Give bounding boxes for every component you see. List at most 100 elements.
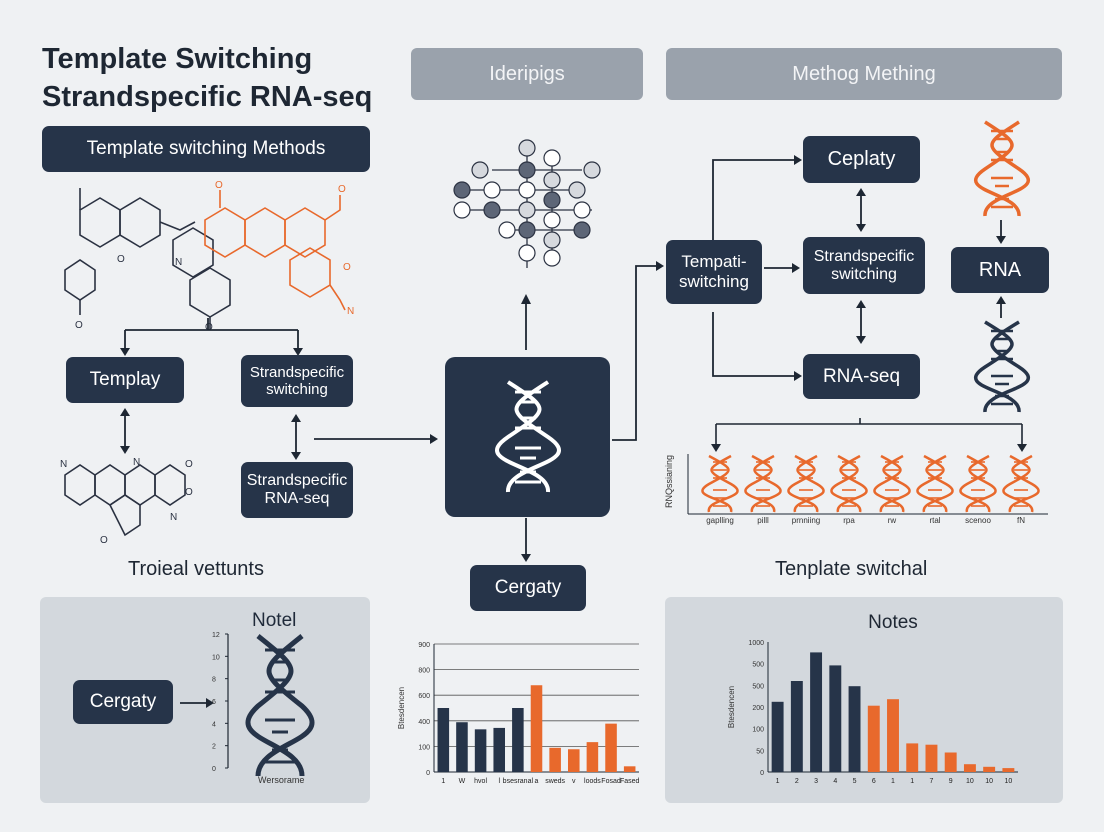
x-tick-label: a (535, 778, 539, 785)
svg-text:O: O (185, 487, 193, 498)
strip-helix (701, 454, 739, 513)
bar (1002, 768, 1015, 772)
molecule-node (471, 161, 489, 179)
svg-text:N: N (60, 459, 67, 470)
double-arrow-left-2 (291, 414, 301, 460)
x-tick-label: 4 (833, 778, 837, 785)
y-tick-label: 0 (426, 770, 430, 777)
y-tick-label: 500 (752, 683, 764, 690)
bar (963, 764, 976, 772)
bar (790, 681, 803, 772)
ceplaty-box[interactable]: Ceplaty (803, 136, 920, 183)
bar (586, 742, 599, 772)
right-caption: Tenplate switchal (775, 558, 928, 580)
axis-tick-label: 0 (212, 766, 216, 773)
y-tick-label: 1000 (748, 640, 764, 647)
templay-box[interactable]: Templay (66, 357, 184, 403)
svg-text:O: O (100, 535, 108, 546)
svg-text:O: O (75, 320, 83, 331)
bar (512, 708, 524, 772)
bar (567, 749, 580, 772)
left-caption: Troieal vettunts (128, 558, 264, 580)
strip-label: prnniing (791, 516, 821, 525)
helix-strip (687, 454, 1048, 515)
svg-text:O: O (185, 459, 193, 470)
y-axis-label: Btesdencen (397, 687, 406, 729)
bar (887, 699, 899, 772)
methods-label[interactable]: Template switching Methods (42, 126, 370, 172)
strip-helix (787, 454, 825, 513)
bar (623, 766, 636, 772)
strandspecific-switching-box-right[interactable]: Strandspecific switching (803, 237, 925, 294)
strip-helix (959, 454, 997, 513)
axis-tick-label: 6 (212, 699, 216, 706)
cergaty-box-center[interactable]: Cergaty (470, 565, 586, 611)
bar (925, 744, 938, 772)
title-line-2: Strandspecific RNA-seq (42, 81, 373, 113)
svg-text:O: O (205, 322, 213, 333)
molecule-node (568, 181, 586, 199)
chemical-structure-bottom: N N O O N O (60, 457, 193, 546)
strandspecific-rnaseq-box[interactable]: Strandspecific RNA-seq (241, 462, 353, 518)
svg-text:N: N (347, 306, 354, 317)
y-tick-label: 500 (752, 662, 764, 669)
cergaty-button-left[interactable]: Cergaty (73, 680, 173, 724)
arrow-up-center (521, 294, 531, 350)
bar (848, 686, 861, 772)
y-tick-label: 50 (756, 748, 764, 755)
branch-arrows-right (712, 155, 802, 381)
molecule-node (543, 191, 561, 209)
strip-bracket (711, 418, 1027, 452)
strip-ylabel: RNQssianing (664, 454, 674, 508)
molecule-node (483, 181, 501, 199)
x-tick-label: 10 (985, 778, 993, 785)
x-tick-label: 10 (1004, 778, 1012, 785)
strip-label: rw (887, 516, 897, 525)
molecule-node (518, 244, 536, 262)
x-tick-label: 1 (776, 778, 780, 785)
molecule-node (543, 149, 561, 167)
axis-tick-label: 12 (212, 632, 220, 639)
center-dna-card[interactable] (445, 357, 610, 517)
dna-icon-center (494, 380, 561, 493)
axis-tick-label: 2 (212, 744, 216, 751)
bar (474, 729, 487, 772)
double-arrow-right-2 (856, 300, 866, 344)
right-header: Methog Mething (666, 48, 1062, 100)
tempati-switching-box[interactable]: Tempati- switching (666, 240, 762, 304)
rnaseq-box-right[interactable]: RNA-seq (803, 354, 920, 399)
x-tick-label: 2 (795, 778, 799, 785)
x-tick-label: 1 (891, 778, 895, 785)
molecule-node (543, 211, 561, 229)
molecule-node (518, 221, 536, 239)
x-tick-label: 5 (853, 778, 857, 785)
strandspecific-switching-box[interactable]: Strandspecific switching (241, 355, 353, 407)
x-tick-label: l (498, 778, 500, 785)
dna-helix-left-panel (245, 634, 315, 777)
bar (906, 743, 919, 772)
x-tick-label: Fosad (601, 778, 621, 785)
strip-helix (916, 454, 954, 513)
arrow-down-rna (996, 220, 1006, 244)
x-tick-label: bsesranal (503, 778, 534, 785)
svg-text:O: O (343, 262, 351, 273)
molecule-node (498, 221, 516, 239)
bar (867, 705, 880, 772)
molecule-node (518, 181, 536, 199)
arrow-into-center (314, 434, 438, 444)
arrow-to-strand-right (764, 263, 800, 273)
y-tick-label: 800 (418, 668, 430, 675)
x-tick-label: hvol (474, 778, 487, 785)
molecule-node (518, 161, 536, 179)
dna-helix-orange (974, 120, 1030, 217)
arrow-down-center (521, 518, 531, 562)
y-tick-label: 100 (418, 744, 430, 751)
strip-helix (744, 454, 782, 513)
x-tick-label: 1 (441, 778, 445, 785)
right-notes-panel (665, 597, 1063, 803)
svg-text:N: N (133, 457, 140, 468)
strip-helix (873, 454, 911, 513)
connector-center-to-right (612, 261, 664, 441)
rna-box[interactable]: RNA (951, 247, 1049, 293)
